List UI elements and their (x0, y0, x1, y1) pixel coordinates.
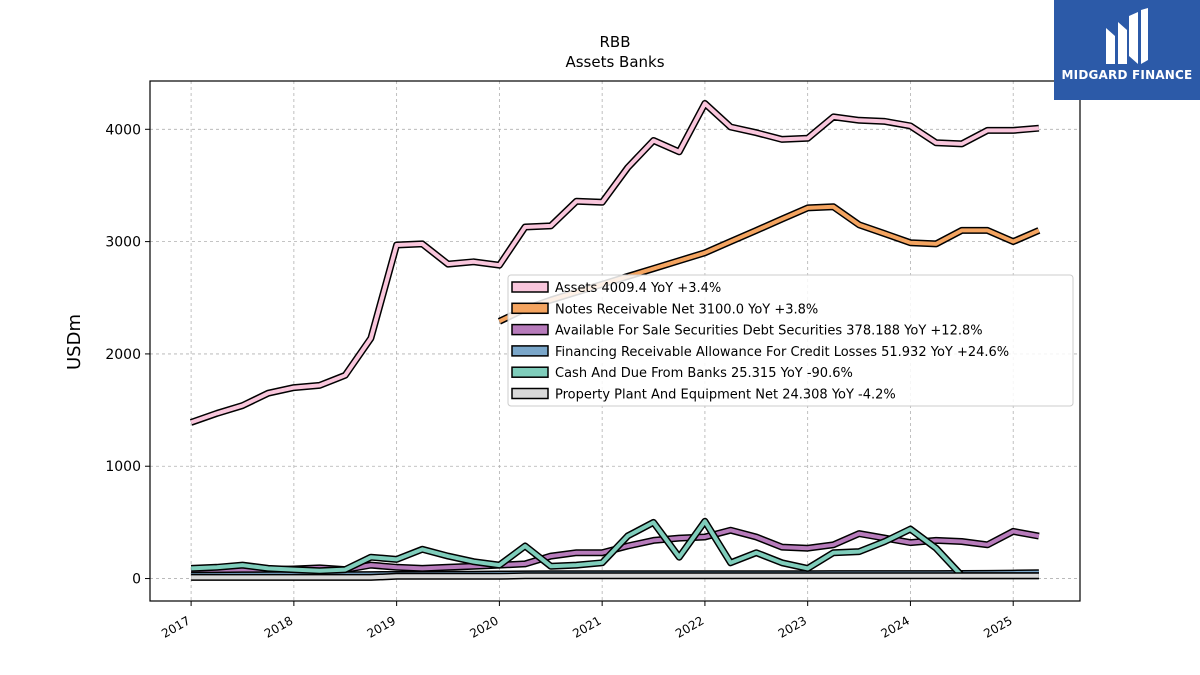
x-tick-label: 2023 (776, 613, 809, 640)
x-tick-label: 2024 (878, 613, 911, 640)
legend-entry-label: Property Plant And Equipment Net 24.308 … (555, 388, 896, 403)
series-0-line (189, 100, 1040, 426)
y-tick-label: 1000 (105, 459, 141, 475)
brand-logo: MIDGARD FINANCE (1054, 0, 1200, 100)
plot-frame (149, 80, 1081, 602)
legend-box (507, 274, 1074, 407)
legend-swatch (511, 302, 549, 315)
legend-swatch (511, 387, 549, 400)
series-line-fill (191, 573, 1039, 580)
brand-name: MIDGARD FINANCE (1061, 68, 1193, 82)
legend-swatch (511, 281, 549, 293)
legend-swatch (511, 366, 549, 378)
legend-entry-label: Available For Sale Securities Debt Secur… (555, 324, 983, 339)
series-4-line (190, 517, 1039, 580)
y-tick-label: 0 (132, 572, 141, 588)
y-axis-label: USDm (64, 314, 85, 370)
legend: Assets 4009.4 YoY +3.4% Notes Receivable … (507, 274, 1074, 407)
y-tick-label: 2000 (105, 347, 141, 363)
x-tick-label: 2022 (673, 613, 706, 640)
x-tick-label: 2021 (570, 613, 603, 640)
x-tick-label: 2018 (262, 613, 295, 640)
chart-title: RBB (599, 33, 630, 51)
plot-lines (189, 100, 1041, 581)
series-line-fill (190, 101, 1040, 425)
chart-subtitle: Assets Banks (565, 53, 664, 71)
y-tick-label: 3000 (105, 235, 141, 251)
x-tick-label: 2020 (467, 613, 500, 640)
legend-entry-label: Assets 4009.4 YoY +3.4% (555, 281, 721, 296)
x-tick-label: 2017 (159, 613, 192, 640)
legend-entry-label: Notes Receivable Net 3100.0 YoY +3.8% (555, 302, 818, 317)
series-line-fill (191, 519, 1039, 578)
legend-entry-label: Cash And Due From Banks 25.315 YoY -90.6… (555, 366, 853, 381)
series-5-line (191, 572, 1039, 581)
x-tick-label: 2019 (365, 613, 398, 640)
legend-entry-label: Financing Receivable Allowance For Credi… (555, 345, 1009, 360)
x-tick-label: 2025 (981, 613, 1014, 640)
y-tick-label: 4000 (105, 122, 141, 138)
legend-swatch (511, 323, 549, 336)
legend-swatch (511, 345, 549, 357)
logo-mark-icon (1106, 8, 1148, 64)
